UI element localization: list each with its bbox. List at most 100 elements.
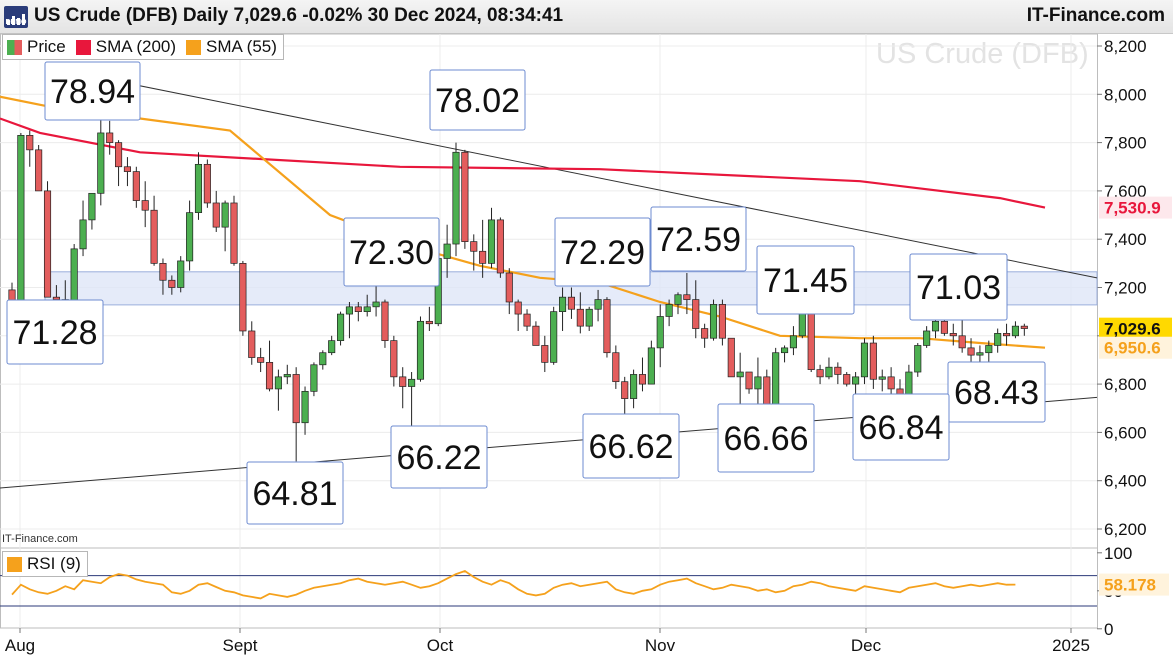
rsi-tick-label: 100 bbox=[1104, 544, 1132, 563]
candle-body bbox=[781, 347, 789, 354]
candle-body bbox=[52, 296, 60, 300]
chart-title: US Crude (DFB) Daily 7,029.6 -0.02% 30 D… bbox=[34, 5, 564, 26]
candle-body bbox=[43, 190, 52, 298]
candle-body bbox=[26, 135, 34, 151]
candle-body bbox=[834, 366, 842, 375]
candle-body bbox=[683, 294, 691, 300]
brand-label[interactable]: IT-Finance.com bbox=[1026, 5, 1165, 26]
price-candle bbox=[230, 195, 238, 266]
price-candle bbox=[203, 159, 211, 208]
y-tick-label: 7,200 bbox=[1104, 279, 1147, 298]
legend-label-rsi: RSI (9) bbox=[27, 554, 81, 573]
candle-body bbox=[869, 342, 877, 380]
price-candle bbox=[496, 217, 504, 278]
price-candle bbox=[816, 364, 824, 385]
price-annotation-label: 64.81 bbox=[252, 475, 337, 513]
price-annotation-label: 66.22 bbox=[396, 439, 481, 477]
candle-body bbox=[159, 263, 167, 281]
legend-item-rsi[interactable]: RSI (9) bbox=[7, 554, 81, 574]
legend-item-sma55[interactable]: SMA (55) bbox=[186, 37, 277, 57]
price-annotation-label: 72.30 bbox=[349, 234, 434, 272]
candle-body bbox=[1011, 325, 1019, 337]
legend-item-price[interactable]: Price bbox=[7, 37, 66, 57]
candle-body bbox=[461, 151, 469, 242]
candle-body bbox=[79, 219, 87, 250]
price-candle bbox=[106, 120, 114, 155]
price-candle bbox=[825, 357, 833, 380]
legend-label-price: Price bbox=[27, 37, 66, 56]
candle-body bbox=[487, 219, 496, 264]
price-candle bbox=[789, 326, 797, 356]
price-candle bbox=[363, 294, 371, 317]
legend-item-sma200[interactable]: SMA (200) bbox=[75, 37, 176, 57]
price-candle bbox=[274, 369, 282, 411]
rsi-tick-label: 0 bbox=[1104, 620, 1113, 639]
price-candle bbox=[452, 142, 460, 257]
price-candle bbox=[1020, 323, 1028, 336]
price-candle bbox=[718, 299, 726, 346]
candle-body bbox=[985, 345, 993, 354]
price-candle bbox=[958, 316, 966, 353]
candle-body bbox=[150, 209, 158, 264]
price-candle bbox=[132, 166, 140, 208]
candle-body bbox=[221, 202, 229, 228]
x-tick-label: Dec bbox=[851, 636, 882, 655]
rsi-value-tag: 58.178 bbox=[1104, 576, 1156, 595]
candle-body bbox=[381, 301, 389, 341]
candle-body bbox=[390, 340, 398, 378]
candle-body bbox=[567, 296, 575, 310]
candle-body bbox=[994, 333, 1002, 346]
price-candle bbox=[265, 340, 274, 392]
candle-body bbox=[860, 342, 869, 378]
candle-body bbox=[123, 166, 131, 172]
candle-body bbox=[878, 376, 886, 380]
price-candle bbox=[603, 297, 611, 358]
candle-body bbox=[727, 337, 735, 378]
candle-body bbox=[416, 320, 425, 380]
price-annotation-label: 66.62 bbox=[588, 428, 673, 466]
candle-body bbox=[532, 325, 540, 346]
price-candle bbox=[727, 337, 735, 378]
price-annotation-label: 72.29 bbox=[560, 234, 645, 272]
candle-body bbox=[292, 374, 300, 424]
price-candle bbox=[212, 190, 220, 232]
candle-body bbox=[976, 352, 984, 356]
instrument-watermark: US Crude (DFB) bbox=[876, 38, 1089, 70]
rsi-swatch-icon bbox=[7, 556, 22, 572]
price-candle bbox=[354, 301, 362, 322]
candle-body bbox=[301, 390, 309, 424]
sma55-swatch-icon bbox=[186, 39, 202, 55]
price-annotation-box bbox=[650, 206, 747, 272]
candle-body bbox=[274, 376, 282, 390]
sma55-value-tag-bg bbox=[1099, 336, 1172, 359]
x-tick-label: Nov bbox=[645, 636, 676, 655]
candle-body bbox=[88, 192, 96, 221]
price-candle bbox=[177, 256, 185, 293]
candle-body bbox=[212, 202, 220, 228]
candle-body bbox=[97, 132, 105, 194]
candle-body bbox=[257, 357, 265, 363]
price-candle bbox=[834, 362, 842, 385]
candle-body bbox=[168, 279, 176, 288]
candle-body bbox=[452, 151, 460, 245]
candle-body bbox=[239, 263, 247, 332]
price-annotation-label: 71.28 bbox=[12, 314, 97, 352]
candle-body bbox=[638, 374, 647, 385]
price-candle bbox=[994, 328, 1002, 353]
candle-body bbox=[576, 308, 584, 327]
price-candle bbox=[745, 371, 753, 394]
price-candle bbox=[559, 287, 567, 331]
sma200-value-tag: 7,530.9 bbox=[1104, 199, 1161, 218]
price-annotation-box bbox=[246, 461, 344, 525]
rsi-legend: RSI (9) bbox=[2, 551, 88, 577]
app-logo-icon: DEMO bbox=[4, 6, 28, 28]
y-tick-label: 6,600 bbox=[1104, 423, 1147, 442]
candle-body bbox=[319, 352, 327, 366]
candle-body bbox=[816, 369, 824, 378]
price-candle bbox=[221, 200, 229, 252]
sma200-value-tag-bg bbox=[1099, 196, 1172, 219]
price-candle bbox=[878, 369, 886, 392]
price-candle bbox=[647, 340, 655, 385]
candle-body bbox=[585, 308, 593, 327]
